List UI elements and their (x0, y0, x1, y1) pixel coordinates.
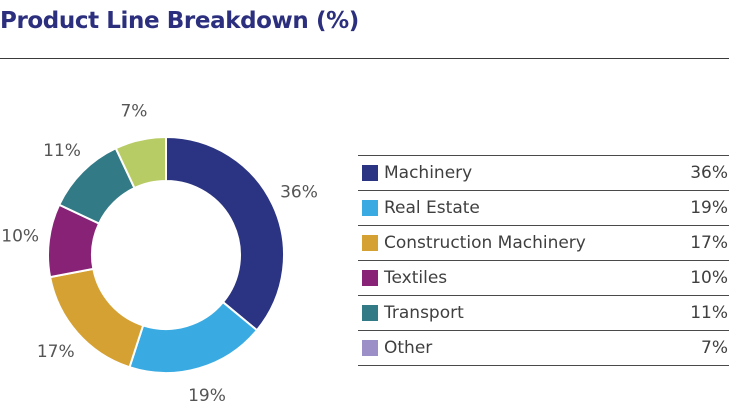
legend-swatch (362, 165, 378, 181)
legend-swatch (362, 235, 378, 251)
slice-value-label: 7% (120, 102, 147, 122)
donut-chart: 36% 19% 17% 10% 11% 7% (1, 102, 318, 407)
legend-row: Textiles 10% (358, 261, 729, 296)
legend-swatch (362, 305, 378, 321)
legend-value: 19% (690, 198, 728, 218)
legend-label: Other (384, 338, 433, 358)
legend-swatch (362, 200, 378, 216)
legend-row: Other 7% (358, 331, 729, 366)
legend-value: 11% (690, 303, 728, 323)
legend-row: Construction Machinery 17% (358, 226, 729, 261)
slice-value-label: 11% (43, 141, 81, 161)
legend-label: Construction Machinery (384, 233, 586, 253)
title-divider (0, 58, 729, 59)
legend-value: 36% (690, 163, 728, 183)
legend-label: Machinery (384, 163, 473, 183)
legend-row: Machinery 36% (358, 156, 729, 191)
slice-value-label: 10% (1, 227, 39, 247)
donut-slice-other (114, 135, 167, 190)
legend-swatch (362, 270, 378, 286)
legend-value: 10% (690, 268, 728, 288)
legend-label: Transport (384, 303, 464, 323)
legend-row: Transport 11% (358, 296, 729, 331)
legend-label: Real Estate (384, 198, 480, 218)
donut-slice-machinery (165, 135, 285, 332)
legend-value: 17% (690, 233, 728, 253)
slice-value-label: 19% (188, 386, 226, 406)
legend-label: Textiles (384, 268, 448, 288)
legend-row: Real Estate 19% (358, 191, 729, 226)
legend-swatch (362, 340, 378, 356)
slice-value-label: 17% (37, 342, 75, 362)
chart-title: Product Line Breakdown (%) (0, 8, 359, 34)
legend-value: 7% (701, 338, 728, 358)
slice-value-label: 36% (280, 182, 318, 202)
chart-legend: Machinery 36% Real Estate 19% Construction M… (358, 155, 729, 366)
